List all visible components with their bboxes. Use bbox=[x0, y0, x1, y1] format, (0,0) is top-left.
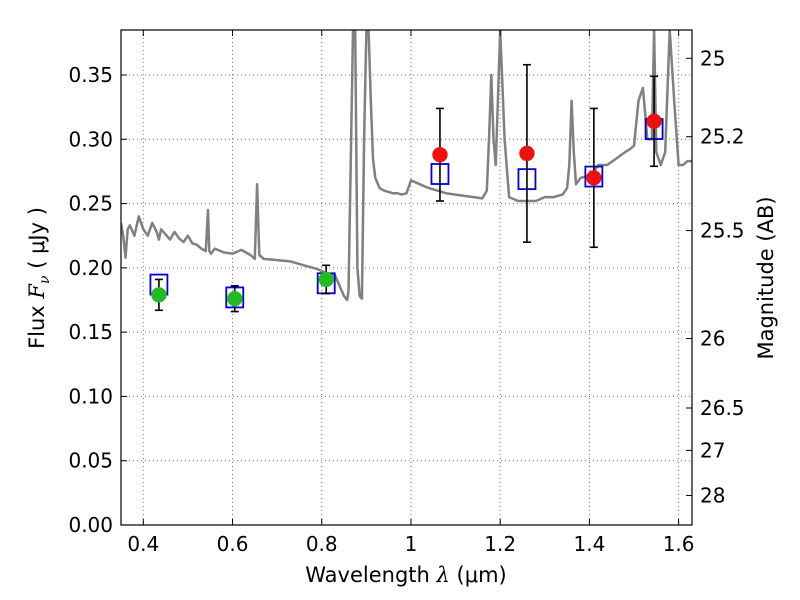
y2-tick-label: 25.2 bbox=[700, 125, 745, 149]
model-squares-layer bbox=[149, 118, 664, 309]
y-tick-label: 0.00 bbox=[68, 513, 113, 537]
photometry-point bbox=[519, 145, 535, 162]
photometry-points-layer bbox=[151, 113, 662, 307]
x-tick-label: 0.6 bbox=[217, 532, 249, 556]
x-tick-label: 0.4 bbox=[127, 532, 159, 556]
x-tick-label: 0.8 bbox=[306, 532, 338, 556]
y-axis-label: Flux Fν ( μJy ) bbox=[25, 207, 53, 349]
x-tick-label: 1.4 bbox=[573, 532, 605, 556]
x-ticks: 0.4 0.6 0.8 1 1.2 1.4 1.6 bbox=[127, 30, 695, 556]
y2-tick-label: 26 bbox=[700, 327, 725, 351]
y-tick-label: 0.35 bbox=[68, 63, 113, 87]
y-tick-label: 0.20 bbox=[68, 256, 113, 280]
photometry-point bbox=[151, 287, 167, 303]
photometry-point bbox=[586, 170, 602, 186]
photometry-point bbox=[432, 146, 448, 163]
plot-frame bbox=[120, 29, 693, 526]
y-tick-label: 0.25 bbox=[68, 192, 113, 216]
x-tick-label: 1.2 bbox=[484, 532, 516, 556]
sed-template-layer bbox=[121, 30, 692, 302]
y2-ticks: 25 25.2 25.5 26 26.5 27 28 bbox=[686, 46, 745, 507]
y-ticks: 0.00 0.05 0.10 0.15 0.20 0.25 0.30 0.35 bbox=[68, 63, 127, 537]
x-axis-label: Wavelength λ (μm) bbox=[305, 563, 506, 587]
photometry-point bbox=[318, 271, 334, 288]
y-tick-label: 0.15 bbox=[68, 320, 113, 344]
y2-tick-label: 28 bbox=[700, 483, 725, 507]
y2-tick-label: 25.5 bbox=[700, 219, 745, 243]
photometry-point bbox=[646, 113, 662, 130]
y2-tick-label: 26.5 bbox=[700, 396, 745, 420]
x-tick-label: 1 bbox=[405, 532, 418, 556]
x-tick-label: 1.6 bbox=[663, 532, 695, 556]
y-tick-label: 0.10 bbox=[68, 384, 113, 408]
y2-tick-label: 27 bbox=[700, 438, 725, 462]
plot-area bbox=[121, 30, 692, 313]
grid-lines bbox=[121, 30, 692, 525]
sed-template-line bbox=[121, 30, 692, 302]
photometry-point bbox=[227, 290, 243, 307]
y2-tick-label: 25 bbox=[700, 46, 725, 70]
y-tick-label: 0.30 bbox=[68, 127, 113, 151]
y2-axis-label: Magnitude (AB) bbox=[754, 196, 778, 359]
y-tick-label: 0.05 bbox=[68, 449, 113, 473]
error-bars-layer bbox=[154, 63, 659, 313]
